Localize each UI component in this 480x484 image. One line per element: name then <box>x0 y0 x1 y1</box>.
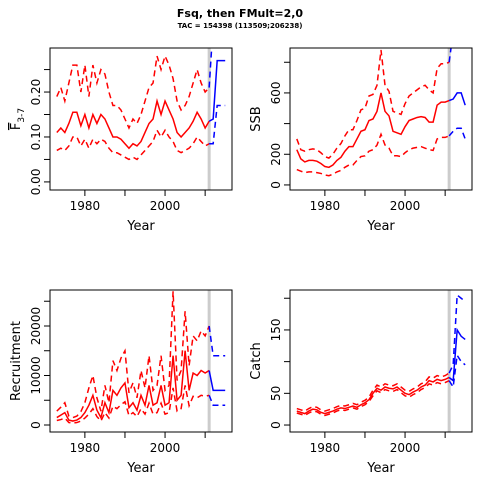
y-tick-label: 0 <box>269 181 283 189</box>
y-axis-label-main: SSB <box>249 106 264 131</box>
y-tick-label: 50 <box>269 386 283 401</box>
y-tick-label: 0.00 <box>29 169 43 196</box>
x-axis-label: Year <box>126 461 155 476</box>
x-tick-label: 1980 <box>70 441 101 455</box>
history-median-line <box>296 376 450 415</box>
y-axis-label-main: Recruitment <box>9 321 24 401</box>
history-median-line <box>296 92 450 169</box>
y-axis-label: Recruitment <box>9 321 24 401</box>
y-axis-label-main: F <box>9 123 24 130</box>
history-lower-line <box>296 379 450 417</box>
projection-median-line <box>208 59 226 122</box>
plot-area <box>56 48 226 190</box>
history-upper-line <box>296 49 450 159</box>
history-upper-line <box>56 53 210 130</box>
y-tick-label: 10000 <box>29 356 43 394</box>
projection-median-line <box>448 327 466 383</box>
y-tick-label: 0 <box>29 421 43 429</box>
plot-frame <box>49 289 233 433</box>
y-axis-label-subscript: 3-7 <box>17 108 27 123</box>
page-subtitle: TAC = 154398 (113509;206238) <box>178 22 303 30</box>
history-lower-line <box>56 385 210 424</box>
x-axis-label: Year <box>126 219 155 234</box>
x-tick-label: 1980 <box>70 199 101 213</box>
y-axis-label: F3-7 <box>9 108 27 130</box>
history-lower-line <box>56 128 210 161</box>
x-tick-label: 2000 <box>390 441 421 455</box>
y-tick-label: 200 <box>269 143 283 166</box>
projection-upper-line <box>208 325 226 357</box>
panel: 1980 2000 0.00 0.10 0.20 Year F3-7 <box>9 47 233 234</box>
history-median-line <box>56 350 210 422</box>
projection-lower-line <box>448 127 466 140</box>
plot-area <box>296 290 466 432</box>
x-tick-label: 1980 <box>310 199 341 213</box>
x-axis-label: Year <box>366 461 395 476</box>
projection-median-line <box>448 92 466 106</box>
x-axis-label: Year <box>366 219 395 234</box>
plot-area <box>56 290 226 432</box>
history-lower-line <box>296 132 450 177</box>
y-axis-label: SSB <box>249 106 264 131</box>
x-tick-label: 2000 <box>150 441 181 455</box>
plot-frame <box>289 289 473 433</box>
panel: 1980 2000 0 50 150 Year Catch <box>249 289 473 476</box>
projection-median-line <box>208 370 226 392</box>
projection-upper-line <box>448 293 466 374</box>
y-tick-label: 0 <box>269 421 283 429</box>
plot-frame <box>49 47 233 191</box>
history-upper-line <box>56 291 210 419</box>
x-tick-label: 1980 <box>310 441 341 455</box>
plot-frame <box>289 47 473 191</box>
page-title: Fsq, then FMult=2,0 <box>177 7 304 20</box>
panel: 1980 2000 0 200 600 Year SSB <box>249 47 473 234</box>
y-tick-label: 150 <box>269 318 283 341</box>
projection-lower-line <box>448 353 466 390</box>
y-tick-label: 600 <box>269 81 283 104</box>
projection-lower-line <box>209 104 226 145</box>
y-tick-label: 20000 <box>29 307 43 345</box>
plot-area <box>296 48 466 190</box>
y-axis-label-main: Catch <box>249 342 264 380</box>
y-tick-label: 0.20 <box>29 79 43 106</box>
x-tick-label: 2000 <box>150 199 181 213</box>
x-tick-label: 2000 <box>390 199 421 213</box>
y-tick-label: 0.10 <box>29 124 43 151</box>
history-median-line <box>56 98 210 150</box>
y-axis-label: Catch <box>249 342 264 380</box>
projection-lower-line <box>208 395 226 406</box>
